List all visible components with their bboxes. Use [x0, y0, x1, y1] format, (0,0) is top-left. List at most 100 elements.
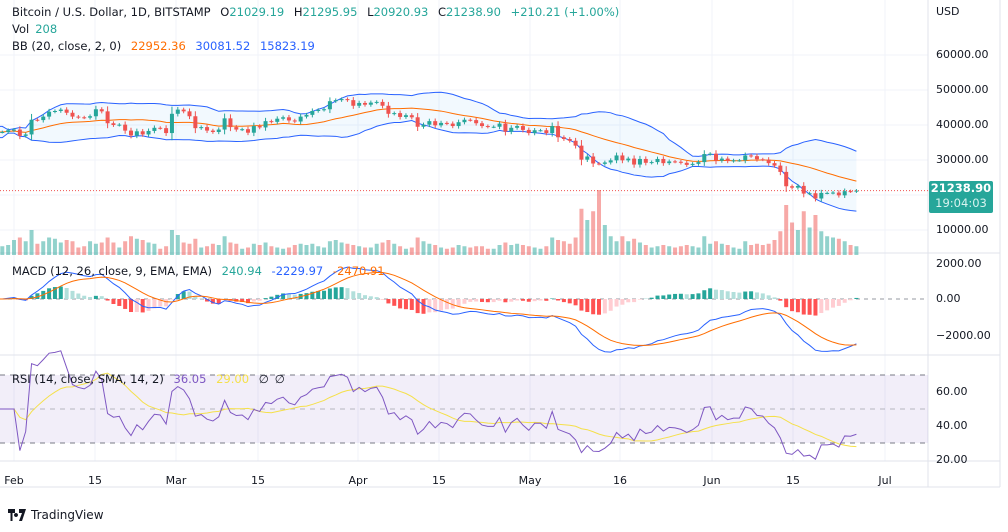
change-value: +210.21 (+1.00%)	[510, 5, 620, 19]
candle-body	[152, 127, 157, 131]
macd-tick: 0.00	[936, 292, 961, 305]
macd-histogram-bar	[363, 295, 367, 299]
volume-bar	[228, 242, 233, 255]
volume-bar	[637, 242, 642, 255]
macd-value: -2229.97	[271, 264, 324, 278]
candle-body	[801, 185, 806, 194]
candle-body	[807, 193, 812, 195]
macd-tick: 2000.00	[936, 257, 982, 270]
macd-histogram-bar	[790, 299, 795, 312]
rsi-tick: 60.00	[936, 385, 968, 398]
volume-bar	[152, 243, 157, 255]
candle-body	[649, 162, 654, 164]
price-tick: 10000.00	[936, 223, 989, 236]
volume-bar	[556, 240, 561, 255]
volume-bar	[795, 230, 800, 255]
volume-bar	[597, 190, 601, 255]
candle-body	[58, 109, 63, 111]
macd-histogram-bar	[503, 299, 508, 303]
candle-body	[743, 155, 748, 161]
macd-histogram-bar	[731, 292, 736, 299]
macd-histogram-bar	[661, 295, 666, 299]
close-value: 21238.90	[446, 5, 501, 19]
volume-bar	[164, 246, 169, 255]
low-value: 20920.93	[373, 5, 429, 19]
macd-histogram-bar	[637, 299, 642, 300]
volume-bar	[754, 243, 759, 255]
candle-body	[23, 134, 28, 136]
candle-body	[123, 124, 128, 131]
candle-body	[737, 160, 742, 162]
candle-body	[187, 111, 192, 117]
candle-body	[579, 145, 584, 160]
tradingview-logo[interactable]: TradingView	[8, 508, 104, 522]
candle-body	[88, 116, 93, 118]
macd-histogram-bar	[550, 298, 555, 299]
candle-body	[520, 126, 525, 130]
macd-histogram-bar	[357, 292, 362, 299]
open-value: 21029.19	[229, 5, 285, 19]
volume-bar	[134, 238, 139, 255]
macd-histogram-bar	[240, 299, 245, 302]
bb-legend[interactable]: BB (20, close, 2, 0) 22952.36 30081.52 1…	[12, 39, 315, 53]
candle-body	[421, 124, 426, 127]
macd-histogram-bar	[591, 299, 596, 315]
rsi-tick: 40.00	[936, 419, 968, 432]
candle-body	[462, 119, 467, 123]
macd-histogram-bar	[456, 299, 461, 307]
volume-bar	[327, 241, 332, 255]
candle-body	[556, 126, 561, 138]
volume-bar	[801, 211, 806, 255]
volume-bar	[169, 230, 174, 255]
volume-bar	[292, 245, 297, 255]
volume-bar	[778, 231, 783, 255]
currency-label[interactable]: USD	[936, 5, 960, 18]
macd-histogram-bar	[210, 299, 215, 304]
macd-histogram-bar	[205, 299, 210, 302]
volume-bar	[363, 247, 367, 255]
volume-bar	[567, 243, 572, 255]
candle-body	[281, 117, 286, 119]
macd-histogram-bar	[854, 297, 859, 299]
volume-bar	[368, 247, 373, 255]
candle-body	[181, 109, 186, 112]
volume-bar	[58, 242, 63, 255]
macd-histogram-bar	[129, 299, 133, 313]
time-tick: 15	[251, 474, 265, 487]
volume-bar	[696, 247, 701, 255]
macd-tick: −2000.00	[936, 329, 991, 342]
macd-histogram-bar	[409, 299, 414, 310]
rsi-legend[interactable]: RSI (14, close, SMA, 14, 2) 36.05 29.00 …	[12, 372, 285, 386]
candle-body	[275, 118, 280, 122]
volume-bar	[427, 243, 432, 255]
volume-bar	[831, 237, 835, 255]
macd-legend[interactable]: MACD (12, 26, close, 9, EMA, EMA) 240.94…	[12, 264, 385, 278]
macd-histogram-bar	[632, 299, 637, 303]
macd-histogram-bar	[725, 291, 730, 299]
macd-histogram-bar	[93, 295, 98, 299]
macd-histogram-bar	[608, 299, 613, 311]
volume-bar	[626, 241, 631, 255]
macd-histogram-bar	[433, 299, 438, 313]
candle-body	[608, 160, 613, 163]
volume-bar	[421, 241, 426, 255]
volume-bar	[111, 242, 116, 255]
macd-histogram-bar	[269, 296, 274, 299]
volume-bar	[731, 247, 736, 255]
candle-body	[790, 186, 795, 188]
candle-body	[690, 163, 695, 165]
volume-bar	[251, 243, 256, 255]
macd-histogram-bar	[485, 299, 490, 303]
macd-histogram-bar	[801, 299, 806, 315]
volume-bar	[819, 231, 824, 255]
candle-body	[199, 127, 204, 129]
volume-bar	[620, 236, 625, 255]
volume-bar	[690, 246, 695, 255]
volume-bar	[117, 247, 122, 255]
volume-bar	[661, 245, 666, 255]
macd-histogram-bar	[152, 299, 157, 309]
volume-legend[interactable]: Vol 208	[12, 22, 58, 36]
symbol-title[interactable]: Bitcoin / U.S. Dollar, 1D, BITSTAMP	[12, 5, 211, 19]
volume-bar	[474, 246, 479, 255]
